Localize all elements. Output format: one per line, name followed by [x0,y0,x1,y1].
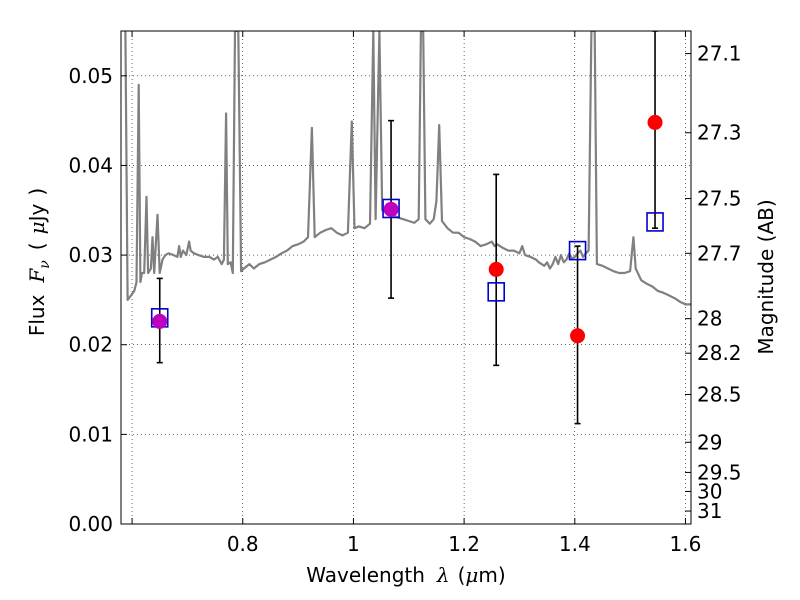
x-axis-ticks: 0.8 1 1.2 1.4 1.6 [131,31,702,556]
y-tick-label: 0.01 [68,422,113,446]
spectrum-layer [124,31,691,306]
x-axis-title: Wavelength λ (μm) [306,563,505,587]
x-tick-label: 1.2 [448,532,480,556]
y-axis-title: FluxFν(μJy) [25,188,53,336]
model-points-layer [150,198,664,328]
model-point [487,282,506,302]
model-point [646,212,664,232]
y-tick-label: 0.03 [68,243,113,267]
observed-point [647,114,663,130]
y-tick-label: 0.04 [68,153,113,177]
y2-tick-label: 28.2 [697,341,742,365]
model-point [382,198,400,219]
y2-tick-label: 27.5 [697,187,742,211]
observed-points-layer [152,114,663,344]
observed-point [570,328,586,344]
observed-point [488,261,504,277]
plot-frame [120,30,692,525]
y2-tick-label: 27.7 [697,241,742,265]
observed-point [383,201,399,217]
y2-tick-label: 29 [697,430,722,454]
y-axis-ticks: 0.00 0.01 0.02 0.03 0.04 0.05 [68,64,127,536]
y-tick-label: 0.00 [68,512,113,536]
y-tick-label: 0.02 [68,333,113,357]
grid-lines [121,31,691,525]
y2-tick-label: 31 [697,499,722,523]
x-tick-label: 1.4 [559,532,591,556]
y2-tick-label: 29.5 [697,460,742,484]
x-tick-label: 0.8 [227,532,259,556]
y2-tick-label: 27.1 [697,42,742,66]
y2-tick-label: 28 [697,307,722,331]
y-tick-label: 0.05 [68,64,113,88]
errorbar-layer [156,31,659,425]
observed-point [152,313,168,329]
y2-axis-title: Magnitude (AB) [754,199,778,354]
x-tick-label: 1.6 [670,532,702,556]
y2-tick-label: 28.5 [697,382,742,406]
x-tick-label: 1 [347,532,360,556]
model-point [568,240,587,261]
y2-tick-label: 27.3 [697,121,742,145]
y2-tick-label: 30 [697,479,722,503]
spectrum-line [124,31,691,306]
